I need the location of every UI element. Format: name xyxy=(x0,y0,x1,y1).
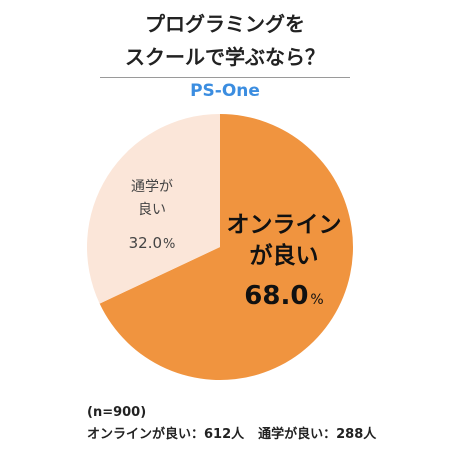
pie-slice-commute xyxy=(87,114,220,304)
chart-title-line2: スクールで学ぶなら？ xyxy=(125,45,325,69)
pie-value-online-number: 68.0 xyxy=(244,281,308,311)
response-counts: オンラインが良い：612人 通学が良い：288人 xyxy=(87,426,376,444)
chart-title-line1: プログラミングを xyxy=(145,12,305,36)
title-divider xyxy=(100,77,350,78)
pie-label-commute-line1: 通学が xyxy=(131,179,173,195)
pie-label-online-line2: が良い xyxy=(250,242,319,269)
pie-value-online-unit: % xyxy=(310,292,323,308)
pie-label-online-line1: オンライン xyxy=(227,212,342,238)
pie-value-commute: 32.0% xyxy=(129,234,176,252)
pie-value-online: 68.0% xyxy=(244,281,323,311)
sample-size: (n=900) xyxy=(87,405,147,420)
pie-value-commute-number: 32.0 xyxy=(129,234,162,252)
commute-count: 通学が良い：288人 xyxy=(258,427,377,442)
brand-label: PS-One xyxy=(190,81,260,101)
online-count: オンラインが良い：612人 xyxy=(87,427,245,442)
pie-label-commute-line2: 良い xyxy=(138,202,166,218)
pie-slice-online xyxy=(99,114,354,381)
pie-value-commute-unit: % xyxy=(163,237,175,252)
